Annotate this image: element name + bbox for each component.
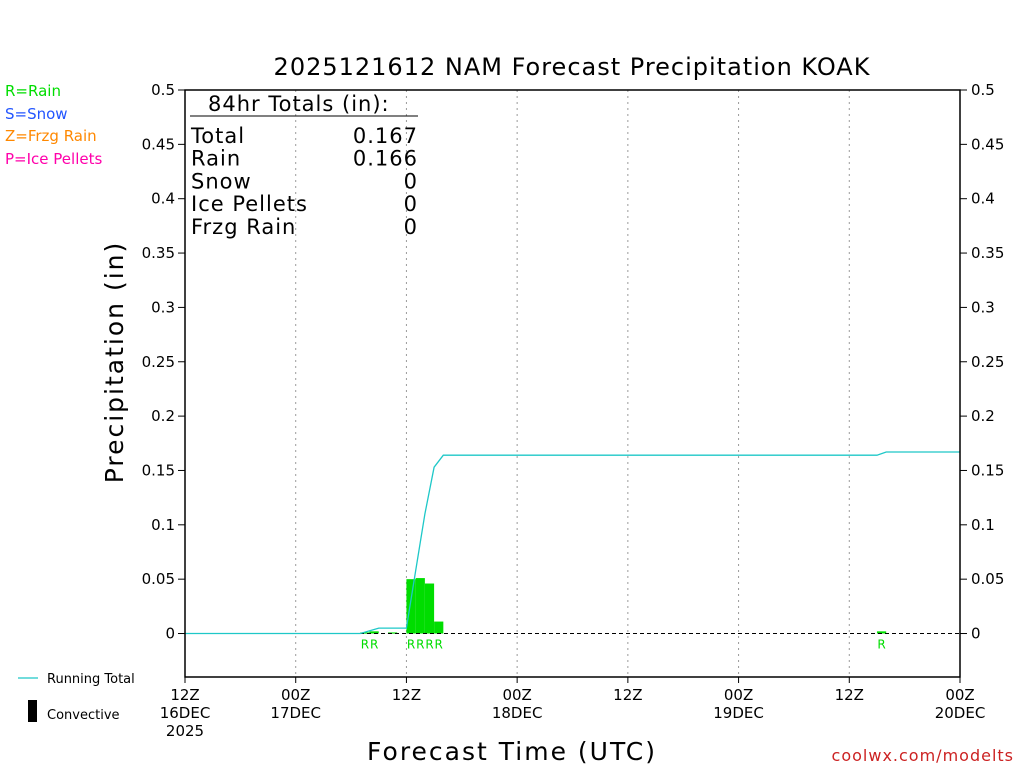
ytick-right-label-10: 0: [971, 625, 981, 643]
legend-snow: S=Snow: [5, 105, 68, 123]
totals-box: 84hr Totals (in): Total 0.167 Rain 0.166 Sno…: [190, 92, 418, 239]
ytick-left-label-1: 0.45: [142, 135, 175, 153]
totals-label-0: Total: [190, 124, 245, 148]
ytick-right-label-8: 0.1: [971, 516, 995, 534]
credit-text: coolwx.com/modelts: [832, 746, 1014, 765]
ytick-left-label-8: 0.1: [151, 516, 175, 534]
totals-value-1: 0.166: [353, 147, 418, 171]
ptype-label-5: R: [435, 638, 443, 652]
y-axis-title: Precipitation (in): [100, 241, 129, 484]
running-total-legend-label: Running Total: [47, 672, 135, 687]
ytick-left-label-0: 0.5: [151, 81, 175, 99]
precip-bar-1: [369, 631, 379, 634]
ytick-left-label-7: 0.15: [142, 461, 175, 479]
totals-label-2: Snow: [191, 169, 252, 193]
xtick-label-0-2: 16DEC: [160, 704, 211, 722]
legend-ice-pellets: P=Ice Pellets: [5, 150, 102, 168]
ptype-label-0: R: [361, 638, 369, 652]
x-axis-title: Forecast Time (UTC): [367, 737, 657, 766]
y-axis-right: 0.5 0.45 0.4 0.35 0.3 0.25 0.2 0.15 0.1 0.05 0: [960, 81, 1004, 643]
ptype-label-4: R: [425, 638, 433, 652]
xtick-label-0-3: 2025: [166, 722, 204, 740]
ytick-right-label-9: 0.05: [971, 570, 1004, 588]
ptype-label-3: R: [416, 638, 424, 652]
totals-value-4: 0: [404, 215, 418, 239]
ytick-left-label-9: 0.05: [142, 570, 175, 588]
precip-bar-7: [876, 631, 887, 634]
ytick-right-label-4: 0.3: [971, 298, 995, 316]
plot-frame: [184, 89, 961, 678]
legend-rain: R=Rain: [5, 82, 61, 100]
xtick-label-4-1: 12Z: [613, 686, 642, 704]
ytick-right-label-0: 0.5: [971, 81, 995, 99]
xtick-label-1-1: 00Z: [281, 686, 310, 704]
y-axis-left: 0.5 0.45 0.4 0.35 0.3 0.25 0.2 0.15 0.1 0.05 0: [142, 81, 185, 643]
totals-label-3: Ice Pellets: [191, 192, 308, 216]
xtick-label-5-1: 00Z: [724, 686, 753, 704]
convective-legend-label: Convective: [47, 708, 120, 723]
xtick-label-6-1: 12Z: [835, 686, 864, 704]
ptype-label-6: R: [877, 638, 885, 652]
ytick-left-label-5: 0.25: [142, 353, 175, 371]
totals-value-3: 0: [404, 192, 418, 216]
xtick-label-0-1: 12Z: [170, 686, 199, 704]
xtick-label-7-2: 20DEC: [935, 704, 986, 722]
ytick-left-label-2: 0.4: [151, 190, 175, 208]
ytick-right-label-6: 0.2: [971, 407, 995, 425]
ytick-left-label-4: 0.3: [151, 298, 175, 316]
ytick-left-label-3: 0.35: [142, 244, 175, 262]
precip-bar-3: [406, 579, 416, 634]
precip-bar-5: [424, 583, 435, 634]
convective-legend-swatch: [28, 700, 37, 722]
ptype-label-1: R: [370, 638, 378, 652]
totals-rows: Total 0.167 Rain 0.166 Snow 0 Ice Pellets 0 Frzg…: [190, 124, 418, 239]
totals-label-1: Rain: [191, 147, 241, 171]
xtick-label-2-1: 12Z: [392, 686, 421, 704]
xtick-label-3-1: 00Z: [502, 686, 531, 704]
precip-bar-6: [434, 621, 444, 634]
ytick-right-label-1: 0.45: [971, 135, 1004, 153]
ptype-label-2: R: [407, 638, 415, 652]
xtick-label-5-2: 19DEC: [713, 704, 764, 722]
precip-bar-4: [415, 578, 425, 634]
totals-header: 84hr Totals (in):: [208, 92, 390, 116]
ytick-right-label-7: 0.15: [971, 461, 1004, 479]
xtick-label-1-2: 17DEC: [270, 704, 321, 722]
running-total-line: [185, 451, 960, 635]
precip-bar-0: [360, 632, 370, 634]
precip-bar-2: [387, 632, 398, 634]
totals-label-4: Frzg Rain: [191, 215, 296, 239]
totals-value-0: 0.167: [353, 124, 418, 148]
ytick-right-label-2: 0.4: [971, 190, 995, 208]
ytick-right-label-5: 0.25: [971, 353, 1004, 371]
precip-bars: [360, 578, 887, 634]
ytick-right-label-3: 0.35: [971, 244, 1004, 262]
chart-title: 2025121612 NAM Forecast Precipitation KO…: [274, 53, 871, 81]
legend-frzg-rain: Z=Frzg Rain: [5, 127, 97, 145]
xtick-label-7-1: 00Z: [945, 686, 974, 704]
xtick-label-3-2: 18DEC: [492, 704, 543, 722]
totals-value-2: 0: [404, 169, 418, 193]
vertical-gridlines: [295, 90, 850, 677]
ytick-left-label-10: 0: [165, 625, 175, 643]
ytick-left-label-6: 0.2: [151, 407, 175, 425]
